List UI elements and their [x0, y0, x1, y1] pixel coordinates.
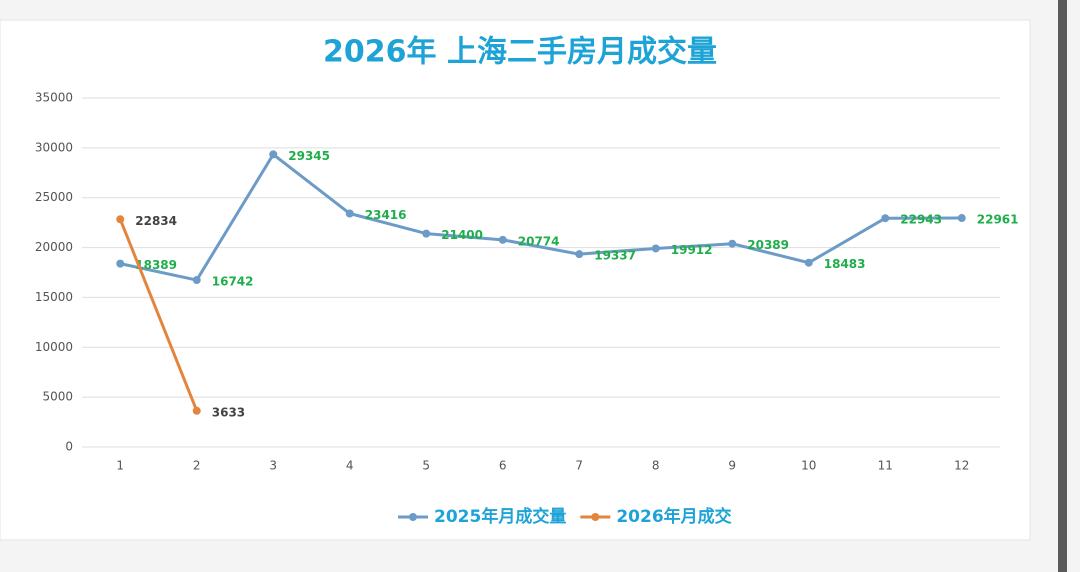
series-line	[118, 218, 199, 412]
data-label: 19912	[671, 243, 713, 257]
data-label: 20774	[518, 234, 560, 248]
data-label: 29345	[288, 149, 330, 163]
x-tick-label: 7	[575, 459, 583, 473]
data-point	[116, 215, 125, 224]
data-point	[575, 250, 584, 259]
x-tick-label: 1	[116, 459, 124, 473]
series-line	[119, 152, 962, 282]
x-tick-label: 12	[954, 459, 969, 473]
x-tick-label: 4	[346, 459, 354, 473]
x-tick-label: 11	[878, 459, 893, 473]
data-label: 22943	[900, 213, 942, 227]
data-point	[728, 239, 737, 248]
data-label: 23416	[365, 208, 407, 222]
data-point	[116, 259, 125, 268]
x-tick-label: 3	[269, 459, 277, 473]
scrollbar	[1058, 0, 1067, 572]
y-tick-label: 0	[65, 440, 73, 454]
legend-label: 2026年月成交	[616, 506, 731, 527]
y-tick-label: 30000	[35, 140, 73, 154]
data-point	[422, 229, 431, 238]
data-point	[498, 235, 507, 244]
data-point	[651, 244, 660, 253]
data-label: 19337	[594, 249, 636, 263]
x-tick-label: 6	[499, 459, 507, 473]
data-point	[345, 209, 354, 218]
x-tick-label: 2	[193, 459, 201, 473]
legend-marker	[591, 513, 600, 521]
data-point	[192, 276, 201, 285]
y-tick-label: 25000	[35, 190, 73, 204]
data-label: 20389	[747, 238, 789, 252]
data-point	[269, 150, 278, 159]
y-tick-label: 10000	[35, 340, 73, 354]
x-tick-label: 9	[728, 459, 736, 473]
legend-marker	[409, 513, 417, 521]
data-label: 16742	[212, 275, 254, 289]
chart-title: 2026年 上海二手房月成交量	[323, 35, 717, 70]
data-point	[192, 406, 201, 415]
y-tick-label: 5000	[42, 390, 73, 404]
x-tick-label: 10	[801, 459, 816, 473]
data-label: 22961	[977, 213, 1019, 227]
data-label: 21400	[441, 228, 483, 242]
data-point	[804, 258, 813, 267]
x-tick-label: 8	[652, 459, 660, 473]
legend-label: 2025年月成交量	[434, 506, 566, 527]
data-point	[957, 214, 966, 223]
y-tick-label: 20000	[35, 240, 73, 254]
y-tick-label: 35000	[35, 91, 73, 105]
y-tick-label: 15000	[35, 290, 73, 304]
data-point	[881, 214, 890, 223]
data-label: 22834	[135, 214, 177, 228]
data-label: 3633	[212, 405, 245, 419]
data-label: 18483	[824, 257, 866, 271]
data-label: 18389	[135, 258, 177, 272]
chart-card	[0, 19, 1031, 541]
x-tick-label: 5	[422, 459, 430, 473]
